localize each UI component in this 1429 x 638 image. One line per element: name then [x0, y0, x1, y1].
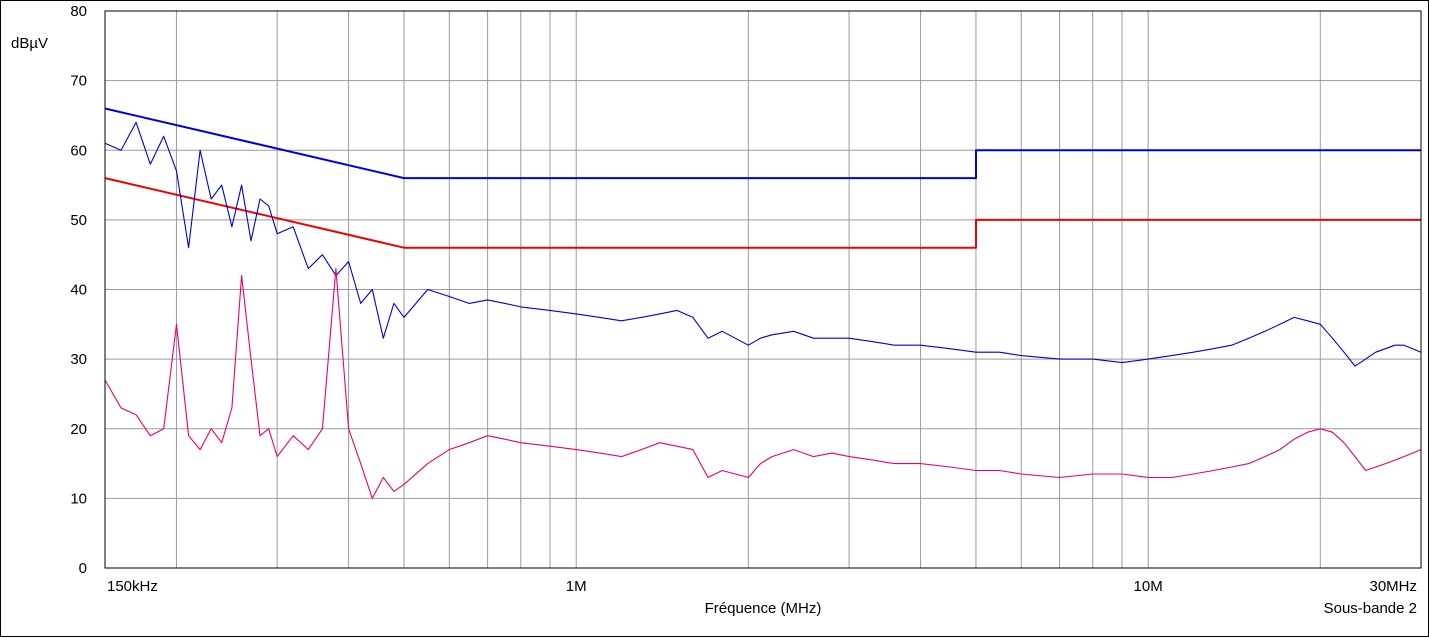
- series-peak-trace: [104, 121, 1422, 367]
- series-avg-trace: [104, 268, 1422, 499]
- y-tick-label: 80: [70, 3, 87, 20]
- x-tick-label: 150kHz: [107, 578, 158, 595]
- plot-area-border: [104, 10, 1422, 569]
- grid-lines: [105, 10, 1422, 569]
- y-tick-label: 0: [79, 560, 87, 577]
- series-avg-limit: [104, 177, 1421, 249]
- tick-labels: 0 10 20 30 40 50 60 70 80 150kHz 1M 10M 30MHz: [70, 3, 1417, 595]
- y-tick-label: 40: [70, 282, 87, 299]
- y-axis-label: dBµV: [11, 35, 48, 52]
- y-tick-label: 10: [70, 490, 87, 507]
- series-lines: [104, 107, 1422, 499]
- y-tick-label: 50: [70, 212, 87, 229]
- y-tick-label: 30: [70, 351, 87, 368]
- series-qp-limit: [104, 107, 1421, 180]
- y-tick-label: 70: [70, 73, 87, 90]
- y-tick-label: 20: [70, 421, 87, 438]
- y-tick-label: 60: [70, 142, 87, 159]
- x-axis-label: Fréquence (MHz): [705, 600, 822, 617]
- x-tick-label: 1M: [566, 578, 587, 595]
- x-tick-label: 30MHz: [1369, 578, 1417, 595]
- x-tick-label: 10M: [1134, 578, 1163, 595]
- sub-band-label: Sous-bande 2: [1324, 600, 1417, 617]
